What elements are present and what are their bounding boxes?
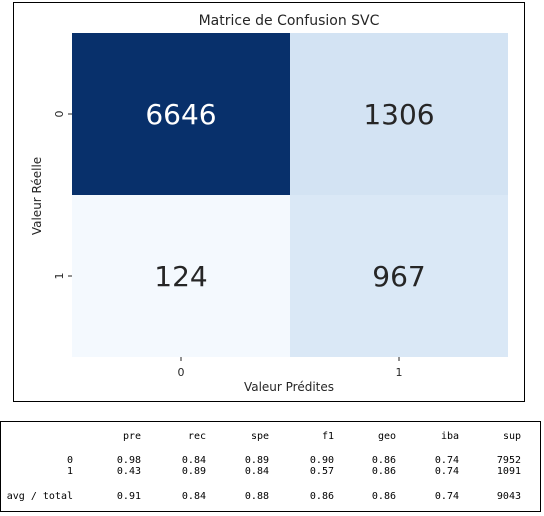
report-column-header: rec (187, 431, 206, 442)
report-column-header: pre (122, 431, 141, 442)
chart-title: Matrice de Confusion SVC (199, 13, 380, 29)
classification-report: pre rec spe f1 geo iba sup 0 0.98 0.84 0.89 0.90 0.8… (0, 421, 541, 512)
heatmap-cell (72, 195, 290, 357)
report-cell-value: 0.84 (244, 466, 269, 477)
report-cell-value: 0.74 (434, 466, 459, 477)
report-cell-value: 0.89 (244, 455, 269, 466)
cell-value-label: 1306 (363, 98, 434, 131)
report-column-header: iba (440, 431, 459, 442)
y-axis-label: Valeur Réelle (30, 157, 44, 235)
report-cell-value: 9043 (496, 491, 521, 502)
y-tick-label: 1 (53, 273, 66, 280)
report-column-header: geo (377, 431, 396, 442)
report-cell-value: 0.84 (181, 455, 206, 466)
y-tick-label: 0 (53, 111, 66, 118)
report-column-header: sup (502, 431, 521, 442)
x-axis-label: Valeur Prédites (244, 380, 334, 394)
cell-value-label: 6646 (145, 98, 216, 131)
report-cell-value: 0.91 (116, 491, 141, 502)
report-cell-value: 0.86 (371, 491, 396, 502)
report-cell-value: 0.90 (309, 455, 334, 466)
chart-frame: Matrice de Confusion SVC 6646 1306 124 967 … (13, 2, 525, 402)
cell-value-label: 967 (372, 260, 425, 293)
report-cell-value: 0.74 (434, 455, 459, 466)
report-cell-value: 1091 (496, 466, 521, 477)
report-row-label: 1 (66, 466, 73, 477)
heatmap-cell (290, 195, 508, 357)
heatmap-cell (72, 33, 290, 195)
report-row-label: 0 (66, 455, 73, 466)
report-cell-value: 0.98 (116, 455, 141, 466)
x-tick-label: 0 (178, 366, 185, 379)
report-cell-value: 0.86 (371, 466, 396, 477)
report-cell-value: 0.43 (116, 466, 141, 477)
report-cell-value: 0.89 (181, 466, 206, 477)
report-cell-value: 0.57 (309, 466, 334, 477)
report-cell-value: 0.86 (371, 455, 396, 466)
report-cell-value: 7952 (496, 455, 521, 466)
report-row-label: avg / total (6, 491, 73, 502)
report-cell-value: 0.88 (244, 491, 269, 502)
x-tick-label: 1 (396, 366, 403, 379)
report-column-header: f1 (321, 431, 334, 442)
report-cell-value: 0.74 (434, 491, 459, 502)
report-cell-value: 0.86 (309, 491, 334, 502)
heatmap-cell (290, 33, 508, 195)
cell-value-label: 124 (154, 260, 207, 293)
report-column-header: spe (250, 431, 269, 442)
report-cell-value: 0.84 (181, 491, 206, 502)
